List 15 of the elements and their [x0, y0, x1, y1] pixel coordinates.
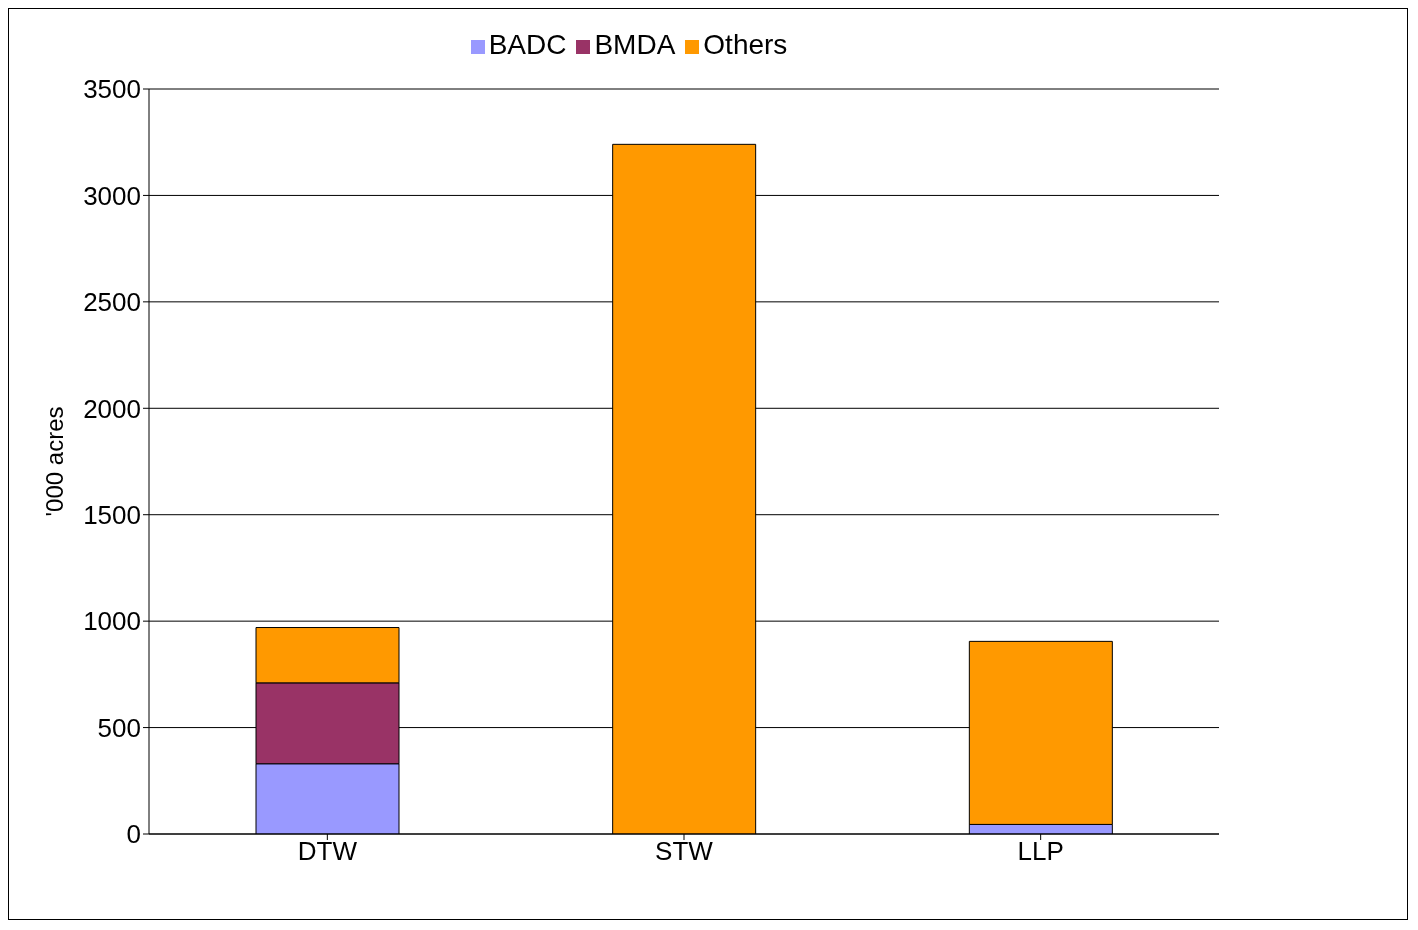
y-tick-label: 1500	[83, 499, 141, 530]
y-axis-title: '000 acres	[40, 406, 68, 517]
y-tick-label: 0	[126, 819, 141, 850]
y-tick-label: 2500	[83, 287, 141, 318]
y-tick-label: 3000	[83, 180, 141, 211]
y-tick-label: 500	[97, 712, 141, 743]
y-tick-label: 2000	[83, 393, 141, 424]
y-tick-label: 3500	[83, 74, 141, 105]
legend-label: BMDA	[594, 29, 676, 60]
y-tick-label: 1000	[83, 606, 141, 637]
x-tick-label: DTW	[297, 836, 358, 867]
x-tick-label: STW	[655, 836, 714, 867]
legend-label: Others	[703, 29, 788, 60]
legend-label: BADC	[488, 29, 567, 60]
x-tick-label: LLP	[1017, 836, 1064, 867]
